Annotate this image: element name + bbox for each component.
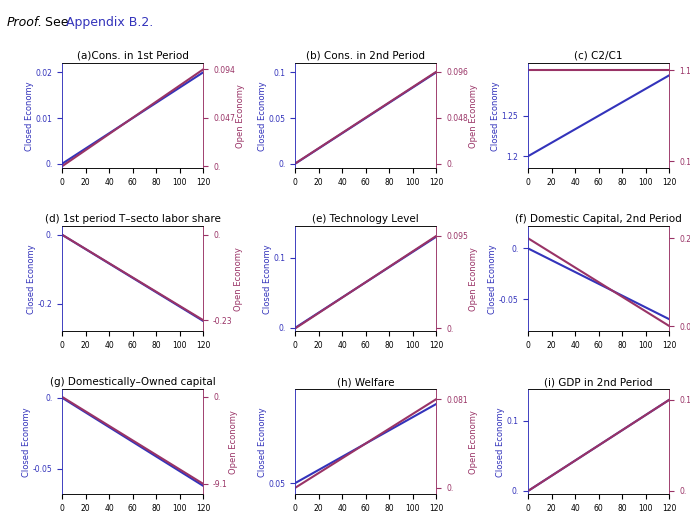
Y-axis label: Closed Economy: Closed Economy — [22, 407, 31, 477]
Y-axis label: Closed Economy: Closed Economy — [496, 407, 505, 477]
Y-axis label: Closed Economy: Closed Economy — [25, 81, 34, 150]
Y-axis label: Closed Economy: Closed Economy — [27, 244, 37, 313]
Text: Proof.: Proof. — [7, 16, 43, 29]
Y-axis label: Open Economy: Open Economy — [469, 247, 478, 311]
Y-axis label: Closed Economy: Closed Economy — [258, 407, 267, 477]
Y-axis label: Closed Economy: Closed Economy — [258, 81, 267, 150]
Title: (c) C2/C1: (c) C2/C1 — [575, 51, 623, 61]
Title: (i) GDP in 2nd Period: (i) GDP in 2nd Period — [544, 377, 653, 387]
Title: (d) 1st period T–secto labor share: (d) 1st period T–secto labor share — [45, 214, 221, 224]
Title: (h) Welfare: (h) Welfare — [337, 377, 395, 387]
Text: Appendix B.2.: Appendix B.2. — [66, 16, 152, 29]
Title: (e) Technology Level: (e) Technology Level — [313, 214, 419, 224]
Title: (g) Domestically–Owned capital: (g) Domestically–Owned capital — [50, 377, 215, 387]
Y-axis label: Closed Economy: Closed Economy — [263, 244, 272, 313]
Y-axis label: Open Economy: Open Economy — [469, 84, 478, 148]
Title: (b) Cons. in 2nd Period: (b) Cons. in 2nd Period — [306, 51, 425, 61]
Y-axis label: Open Economy: Open Economy — [234, 247, 243, 311]
Text: See: See — [45, 16, 72, 29]
Title: (a)Cons. in 1st Period: (a)Cons. in 1st Period — [77, 51, 188, 61]
Y-axis label: Open Economy: Open Economy — [469, 410, 478, 474]
Y-axis label: Open Economy: Open Economy — [236, 84, 246, 148]
Title: (f) Domestic Capital, 2nd Period: (f) Domestic Capital, 2nd Period — [515, 214, 682, 224]
Y-axis label: Closed Economy: Closed Economy — [491, 81, 500, 150]
Y-axis label: Open Economy: Open Economy — [229, 410, 238, 474]
Y-axis label: Closed Economy: Closed Economy — [489, 244, 497, 313]
